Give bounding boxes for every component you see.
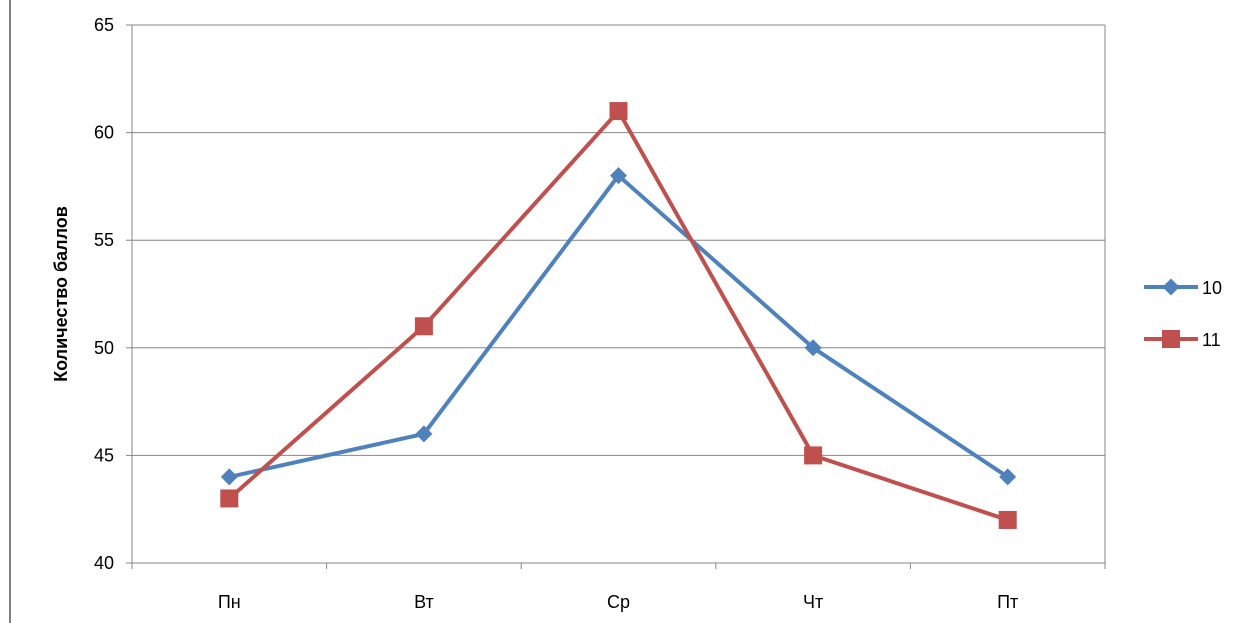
x-tick-label-Вт: Вт xyxy=(414,592,434,612)
series-group xyxy=(220,102,1017,529)
series-11 xyxy=(220,102,1017,529)
point-11-Ср xyxy=(609,102,628,121)
point-10-Чт xyxy=(804,339,822,357)
y-tick-label-55: 55 xyxy=(94,230,114,250)
y-axis-title: Количество баллов xyxy=(51,206,71,382)
point-10-Вт xyxy=(415,425,433,443)
y-tick-label-45: 45 xyxy=(94,445,114,465)
axes xyxy=(126,24,1106,569)
legend-marker-11 xyxy=(1162,330,1180,348)
y-tick-label-65: 65 xyxy=(94,15,114,35)
y-tick-label-60: 60 xyxy=(94,123,114,143)
legend-label-11: 11 xyxy=(1202,330,1221,350)
tick-labels: 40 45 50 55 60 65 Пн Вт Ср Чт Пт Количество баллов xyxy=(51,15,1018,612)
point-11-Вт xyxy=(414,317,433,336)
point-11-Пт xyxy=(998,510,1017,529)
point-10-Пт xyxy=(999,468,1017,486)
series-line-10 xyxy=(227,173,1010,479)
y-tick-label-40: 40 xyxy=(94,553,114,573)
point-10-Пн xyxy=(220,468,238,486)
legend: 10 11 xyxy=(1144,278,1222,350)
series-10 xyxy=(220,167,1017,486)
point-10-Ср xyxy=(610,167,627,185)
legend-item-10: 10 xyxy=(1144,278,1222,298)
legend-label-10: 10 xyxy=(1202,278,1222,298)
legend-marker-10 xyxy=(1162,278,1180,296)
x-tick-label-Чт: Чт xyxy=(803,592,823,612)
x-tick-label-Пн: Пн xyxy=(218,592,241,612)
x-tick-label-Пт: Пт xyxy=(997,592,1018,612)
x-tick-label-Ср: Ср xyxy=(607,592,630,612)
legend-item-11: 11 xyxy=(1144,330,1221,350)
point-11-Пн xyxy=(220,489,239,508)
point-11-Чт xyxy=(804,446,823,465)
y-tick-label-50: 50 xyxy=(94,338,114,358)
